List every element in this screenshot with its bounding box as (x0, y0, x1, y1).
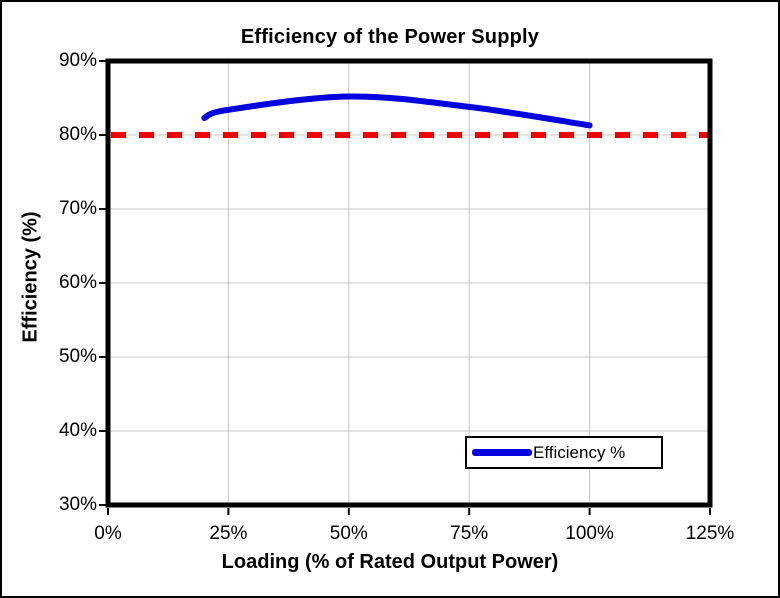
y-tick-label: 30% (58, 494, 97, 515)
y-tick-label: 80% (58, 124, 97, 145)
x-tick-label: 25% (209, 523, 248, 544)
x-tick-label: 75% (450, 523, 489, 544)
x-tick-label: 125% (685, 523, 735, 544)
chart-title: Efficiency of the Power Supply (240, 26, 540, 48)
efficiency-curve (201, 93, 593, 129)
y-tick-label: 90% (58, 50, 97, 71)
legend-line-sample (472, 449, 532, 456)
x-tick-label: 50% (329, 523, 368, 544)
plot-border (105, 58, 713, 508)
x-tick-label: 0% (94, 523, 122, 544)
y-tick-label: 40% (58, 420, 97, 441)
y-tick-label: 70% (58, 198, 97, 219)
y-tick-label: 50% (58, 346, 97, 367)
x-tick-label: 100% (565, 523, 614, 544)
x-axis-title: Loading (% of Rated Output Power) (221, 551, 559, 573)
y-tick-label: 60% (58, 272, 97, 293)
legend: Efficiency % (465, 436, 663, 469)
legend-entry-label: Efficiency % (533, 442, 626, 462)
